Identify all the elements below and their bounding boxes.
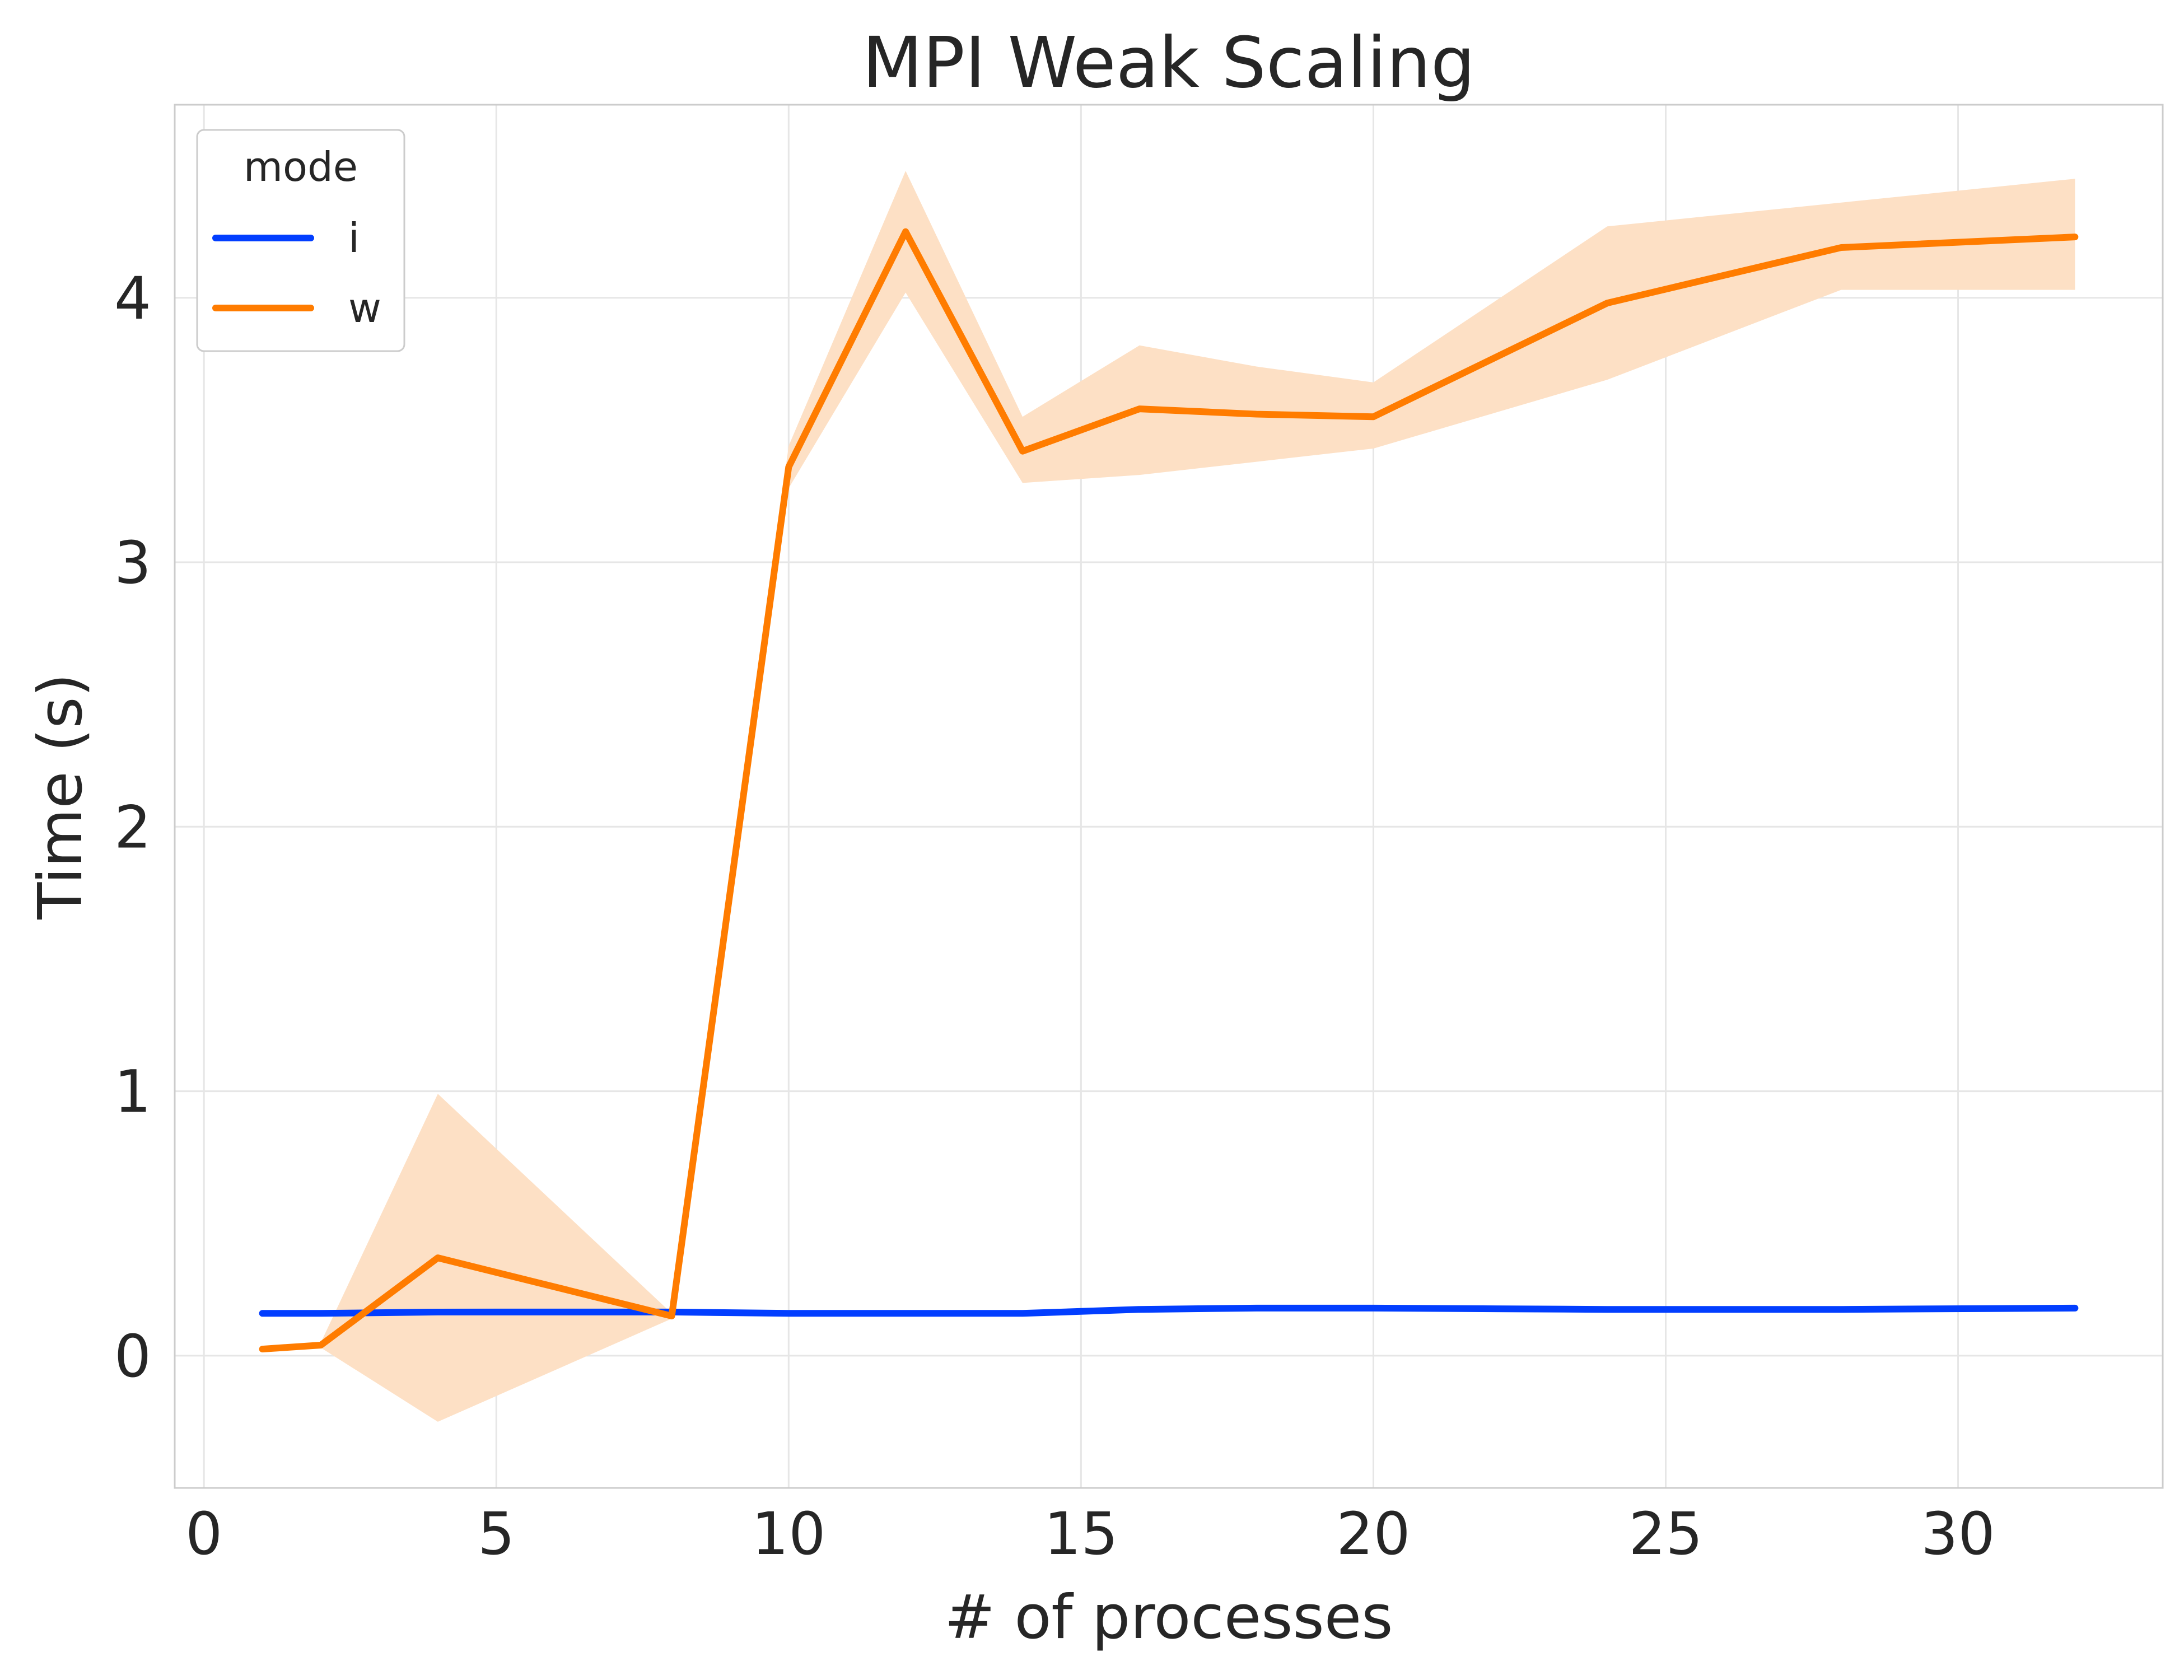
x-tick-label: 25 bbox=[1628, 1500, 1702, 1568]
series-w-line bbox=[259, 228, 2079, 1353]
y-tick-label: 4 bbox=[114, 264, 151, 333]
legend-label-i: i bbox=[348, 214, 360, 262]
series-i-line bbox=[259, 1304, 2079, 1317]
x-tick-label: 30 bbox=[1921, 1500, 1995, 1568]
y-tick-labels: 0 1 2 3 4 bbox=[114, 264, 151, 1390]
y-tick-label: 2 bbox=[114, 793, 151, 861]
x-axis-label: # of processes bbox=[945, 1583, 1393, 1653]
legend-entries: iw bbox=[212, 214, 381, 332]
confidence-bands bbox=[262, 171, 2075, 1422]
plot-frame bbox=[174, 104, 2164, 1489]
x-tick-label: 15 bbox=[1044, 1500, 1118, 1568]
y-tick-label: 0 bbox=[114, 1322, 151, 1390]
series-lines bbox=[259, 228, 2079, 1353]
y-tick-label: 1 bbox=[114, 1058, 151, 1126]
x-tick-label: 5 bbox=[478, 1500, 515, 1568]
series-w-confidence-band bbox=[262, 171, 2075, 1422]
legend-label-w: w bbox=[348, 284, 381, 332]
x-tick-labels: 0 5 10 15 20 25 30 bbox=[185, 1500, 1995, 1568]
x-tick-label: 10 bbox=[752, 1500, 825, 1568]
legend: mode iw bbox=[196, 129, 405, 352]
y-tick-label: 3 bbox=[114, 529, 151, 597]
y-axis-label: Time (s) bbox=[26, 673, 96, 920]
legend-title: mode bbox=[244, 143, 358, 190]
x-tick-label: 20 bbox=[1336, 1500, 1410, 1568]
x-tick-label: 0 bbox=[185, 1500, 222, 1568]
chart-title: MPI Weak Scaling bbox=[862, 22, 1475, 104]
